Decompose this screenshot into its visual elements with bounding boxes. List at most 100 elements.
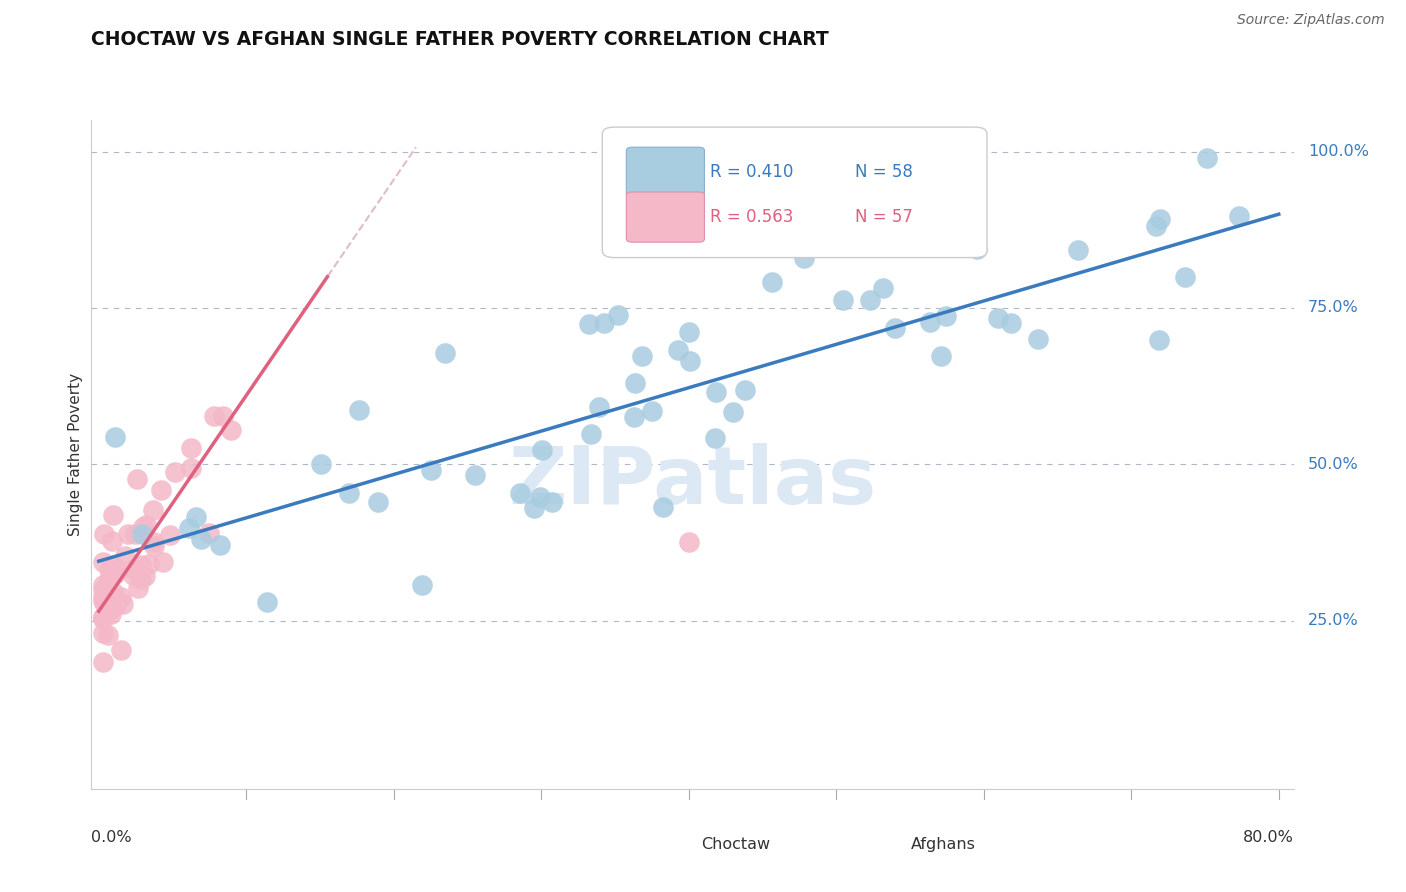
Point (101, 508, 124, 522)
Point (347, 403, 370, 417)
Point (97, 628, 120, 642)
Point (91, 610, 114, 624)
Point (91, 582, 114, 597)
Point (623, 376, 645, 390)
Point (832, 293, 855, 308)
Point (337, 486, 360, 500)
Point (640, 403, 662, 417)
Point (122, 562, 145, 576)
Point (134, 569, 156, 583)
Point (704, 385, 727, 400)
Point (180, 461, 202, 475)
Point (180, 441, 202, 455)
Point (91, 655, 114, 669)
Point (208, 538, 231, 552)
Point (110, 643, 132, 657)
Point (91, 590, 114, 604)
Point (734, 383, 756, 397)
Text: 100.0%: 100.0% (1308, 145, 1369, 159)
Point (91, 594, 114, 608)
Point (131, 526, 153, 541)
Point (987, 311, 1010, 326)
Point (122, 567, 145, 582)
Text: 75.0%: 75.0% (1308, 301, 1358, 316)
Point (935, 309, 957, 323)
Point (202, 409, 225, 424)
Point (523, 500, 546, 515)
Point (221, 423, 243, 437)
Point (606, 308, 628, 322)
Point (125, 472, 148, 486)
Point (509, 486, 531, 500)
Point (98, 562, 121, 576)
Point (104, 430, 127, 444)
Point (105, 598, 128, 612)
Text: N = 58: N = 58 (855, 163, 912, 181)
Point (98, 602, 121, 616)
Point (111, 598, 134, 612)
Point (256, 594, 278, 608)
Text: N = 57: N = 57 (855, 209, 912, 227)
Point (91, 609, 114, 624)
Point (1149, 211, 1171, 226)
FancyBboxPatch shape (838, 828, 901, 861)
Point (100, 607, 122, 621)
Point (127, 582, 149, 596)
Point (104, 599, 127, 613)
Text: Choctaw: Choctaw (700, 837, 770, 852)
FancyBboxPatch shape (626, 192, 704, 242)
Point (93, 526, 115, 541)
Point (529, 490, 551, 504)
Point (103, 560, 125, 574)
Text: Source: ZipAtlas.com: Source: ZipAtlas.com (1237, 13, 1385, 28)
Point (540, 495, 562, 509)
FancyBboxPatch shape (627, 828, 692, 861)
Text: R = 0.563: R = 0.563 (710, 209, 794, 227)
Text: Afghans: Afghans (911, 837, 976, 852)
Point (152, 555, 174, 569)
Point (104, 566, 127, 581)
Point (955, 158, 977, 172)
Point (1227, 209, 1250, 223)
Point (588, 400, 610, 414)
Point (131, 558, 153, 573)
Point (190, 533, 212, 547)
Point (142, 503, 165, 517)
Y-axis label: Single Father Poverty: Single Father Poverty (67, 374, 83, 536)
FancyBboxPatch shape (602, 128, 987, 258)
Point (666, 343, 689, 357)
Point (101, 534, 124, 549)
Point (530, 442, 553, 457)
Point (91, 555, 114, 569)
Point (884, 321, 907, 335)
Point (114, 549, 136, 563)
Point (197, 525, 219, 540)
Text: 0.0%: 0.0% (91, 830, 132, 845)
FancyBboxPatch shape (626, 147, 704, 197)
Point (761, 275, 783, 289)
Point (129, 572, 152, 586)
Point (124, 526, 146, 541)
Point (149, 483, 172, 498)
Point (1195, 151, 1218, 165)
Point (91, 578, 114, 592)
Point (110, 590, 132, 604)
Text: ZIPatlas: ZIPatlas (509, 442, 876, 521)
Text: R = 0.410: R = 0.410 (710, 163, 794, 181)
Point (623, 410, 645, 425)
Point (859, 293, 882, 307)
Point (929, 349, 952, 363)
Point (98, 601, 121, 615)
Point (142, 535, 165, 549)
Point (98, 572, 121, 586)
Point (630, 349, 652, 363)
Point (103, 585, 125, 599)
Point (1026, 332, 1049, 346)
Point (1144, 219, 1167, 233)
Point (966, 242, 988, 256)
Point (593, 316, 616, 330)
Point (793, 251, 815, 265)
Point (91, 626, 114, 640)
Point (578, 317, 600, 331)
Point (872, 281, 894, 295)
